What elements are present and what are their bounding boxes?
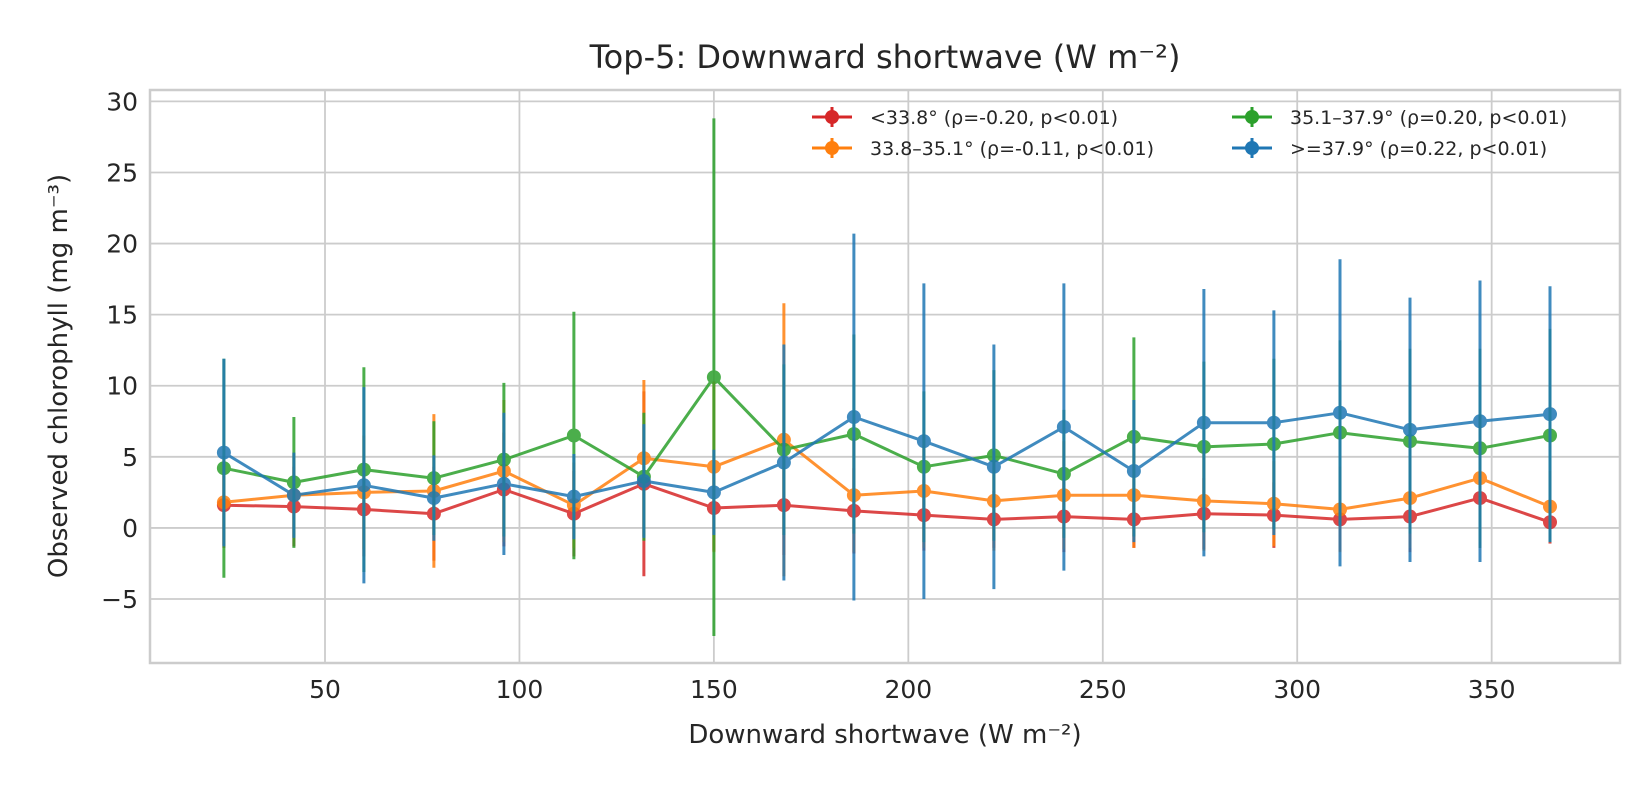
data-point <box>1266 415 1281 430</box>
y-tick-label: 5 <box>122 443 138 472</box>
data-point <box>496 476 511 491</box>
series-line <box>223 438 1551 511</box>
data-point <box>216 445 231 460</box>
legend: <33.8° (ρ=-0.20, p<0.01) 33.8–35.1° (ρ=-0… <box>812 107 1567 160</box>
data-point <box>1126 464 1141 479</box>
series-layer <box>216 118 1557 636</box>
y-tick-label: 30 <box>106 87 138 116</box>
series-4 <box>216 233 1557 601</box>
legend-marker <box>825 110 839 124</box>
y-tick-label: −5 <box>101 585 138 614</box>
legend-marker <box>825 141 839 155</box>
data-point <box>776 455 791 470</box>
data-point <box>426 491 441 506</box>
x-tick-label: 50 <box>309 675 341 704</box>
legend-label: 33.8–35.1° (ρ=-0.11, p<0.01) <box>870 138 1154 160</box>
data-point <box>1056 419 1071 434</box>
data-point <box>846 410 861 425</box>
x-axis-label: Downward shortwave (W m⁻²) <box>688 720 1081 750</box>
data-point <box>986 459 1001 474</box>
series-line <box>223 411 1551 500</box>
legend-item-3: 35.1–37.9° (ρ=0.20, p<0.01) <box>1232 107 1567 129</box>
y-tick-label: 20 <box>106 230 138 259</box>
legend-item-1: <33.8° (ρ=-0.20, p<0.01) <box>812 107 1118 129</box>
data-point <box>1333 405 1347 420</box>
x-tick-label: 350 <box>1468 675 1516 704</box>
series-line <box>223 375 1551 484</box>
data-point <box>566 428 581 443</box>
data-point <box>286 488 301 503</box>
plot-frame <box>148 88 1622 665</box>
x-tick-label: 200 <box>884 675 932 704</box>
legend-item-4: >=37.9° (ρ=0.22, p<0.01) <box>1232 138 1547 160</box>
data-point <box>1473 414 1487 429</box>
y-axis-label: Observed chlorophyll (mg m⁻³) <box>44 174 74 578</box>
data-point <box>1196 415 1211 430</box>
data-point <box>1403 422 1417 437</box>
legend-marker <box>1245 141 1259 155</box>
y-tick-label: 15 <box>106 301 138 330</box>
legend-item-2: 33.8–35.1° (ρ=-0.11, p<0.01) <box>812 138 1154 160</box>
y-tick-label: 25 <box>106 158 138 187</box>
series-line <box>223 482 1551 524</box>
x-tick-label: 100 <box>496 675 544 704</box>
chart-title: Top-5: Downward shortwave (W m⁻²) <box>589 38 1181 76</box>
data-point <box>356 478 371 493</box>
legend-label: <33.8° (ρ=-0.20, p<0.01) <box>870 107 1118 129</box>
x-tick-label: 300 <box>1273 675 1321 704</box>
data-point <box>636 474 651 489</box>
data-point <box>916 434 931 449</box>
legend-label: >=37.9° (ρ=0.22, p<0.01) <box>1290 138 1547 160</box>
x-tick-label: 250 <box>1079 675 1127 704</box>
data-point <box>566 489 581 504</box>
data-point <box>1543 407 1557 422</box>
y-tick-label: 0 <box>122 514 138 543</box>
x-tick-label: 150 <box>690 675 738 704</box>
y-axis-ticks: −5 0 5 10 15 20 25 30 <box>101 87 138 614</box>
data-point <box>706 370 721 385</box>
x-axis-ticks: 50 100 150 200 250 300 350 <box>309 675 1515 704</box>
y-tick-label: 10 <box>106 372 138 401</box>
legend-label: 35.1–37.9° (ρ=0.20, p<0.01) <box>1290 107 1567 129</box>
data-point <box>706 485 721 500</box>
legend-marker <box>1245 110 1259 124</box>
